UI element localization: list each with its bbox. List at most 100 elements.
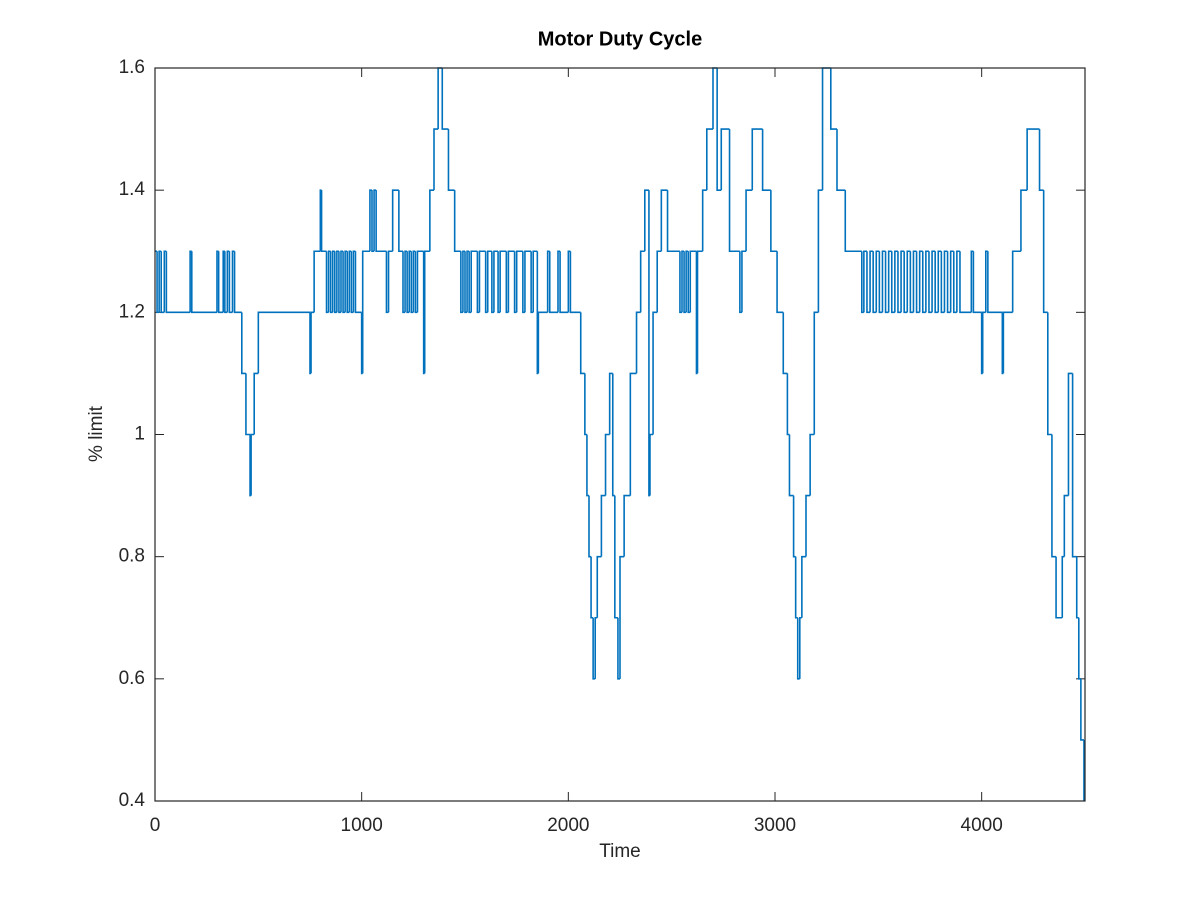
line-step xyxy=(596,555,602,618)
line-step xyxy=(751,128,763,191)
line-step xyxy=(391,189,399,252)
line-step xyxy=(1042,190,1048,314)
line-step xyxy=(499,250,507,313)
line-step xyxy=(548,251,558,314)
line-step xyxy=(805,494,811,557)
y-tick-label: 1.4 xyxy=(119,179,146,200)
line-step xyxy=(635,311,641,374)
line-step xyxy=(813,311,819,435)
line-step xyxy=(934,251,939,314)
line-step xyxy=(776,251,784,314)
line-step xyxy=(515,250,523,313)
line-step xyxy=(1020,189,1028,252)
y-tick-label: 0.6 xyxy=(119,668,145,689)
line-step xyxy=(1063,494,1069,557)
x-tick-label: 2000 xyxy=(547,815,589,836)
line-step xyxy=(375,190,387,253)
line-step xyxy=(1002,311,1013,374)
line-step xyxy=(629,372,637,496)
line-step xyxy=(245,373,251,436)
line-step xyxy=(1078,617,1081,680)
line-step xyxy=(881,250,886,313)
line-step xyxy=(689,250,697,313)
line-step xyxy=(453,190,461,253)
line-step xyxy=(1038,129,1044,191)
line-step xyxy=(433,128,439,191)
line-step xyxy=(387,250,393,313)
line-step xyxy=(981,311,986,374)
line-step xyxy=(600,494,606,557)
x-tick-label: 4000 xyxy=(961,815,1003,836)
line-step xyxy=(666,190,680,253)
x-tick-label: 0 xyxy=(150,815,161,836)
line-step xyxy=(869,250,874,313)
line-step xyxy=(429,189,434,252)
line-step xyxy=(1001,312,1004,375)
line-step xyxy=(313,250,321,313)
line-step xyxy=(486,250,492,313)
line-step xyxy=(696,250,703,374)
line-step xyxy=(639,250,645,313)
line-step xyxy=(1047,312,1052,436)
line-step xyxy=(943,250,948,313)
line-step xyxy=(652,311,658,435)
line-step xyxy=(611,373,615,497)
line-step xyxy=(741,250,747,313)
line-step xyxy=(875,250,880,313)
line-step xyxy=(701,189,707,252)
line-step xyxy=(310,311,315,374)
line-step xyxy=(608,372,613,435)
line-step xyxy=(706,128,713,191)
line-step xyxy=(160,251,165,314)
line-step xyxy=(952,251,957,314)
line-step xyxy=(928,251,933,314)
line-step xyxy=(1026,128,1040,191)
line-step xyxy=(586,434,589,497)
line-step xyxy=(801,555,806,618)
line-step xyxy=(507,250,515,313)
line-step xyxy=(398,190,403,253)
line-step xyxy=(614,495,618,619)
line-step xyxy=(912,250,917,313)
y-tick-label: 1.6 xyxy=(119,57,145,78)
line-step xyxy=(360,312,363,375)
line-step xyxy=(447,129,455,191)
line-step xyxy=(537,311,548,374)
x-axis-label: Time xyxy=(599,841,641,862)
line-step xyxy=(980,312,983,375)
line-step xyxy=(1071,373,1077,558)
line-step xyxy=(224,251,228,314)
line-step xyxy=(361,250,370,374)
line-step xyxy=(644,189,649,252)
line-step xyxy=(660,189,668,252)
line-step xyxy=(1051,434,1057,558)
line-step xyxy=(956,250,960,313)
y-tick-label: 0.8 xyxy=(119,546,145,567)
line-step xyxy=(940,251,945,314)
line-step xyxy=(987,251,1003,314)
line-step xyxy=(253,372,259,435)
x-tick-label: 1000 xyxy=(341,815,383,836)
line-step xyxy=(761,129,771,191)
line-step xyxy=(946,251,951,314)
line-step xyxy=(423,250,430,374)
line-step xyxy=(844,190,862,253)
line-step xyxy=(921,251,926,314)
line-step xyxy=(1011,250,1021,313)
line-step xyxy=(569,251,581,314)
line-step xyxy=(422,251,425,375)
line-step xyxy=(695,251,698,375)
line-step xyxy=(878,251,883,314)
line-step xyxy=(900,250,905,313)
line-step xyxy=(250,433,255,496)
y-axis-label: % limit xyxy=(86,405,107,462)
x-tick-label: 3000 xyxy=(754,815,796,836)
line-step xyxy=(623,494,631,557)
line-step xyxy=(918,250,923,313)
line-step xyxy=(320,190,327,253)
line-step xyxy=(782,312,788,375)
line-step xyxy=(866,251,871,314)
plot-frame xyxy=(154,67,1086,802)
